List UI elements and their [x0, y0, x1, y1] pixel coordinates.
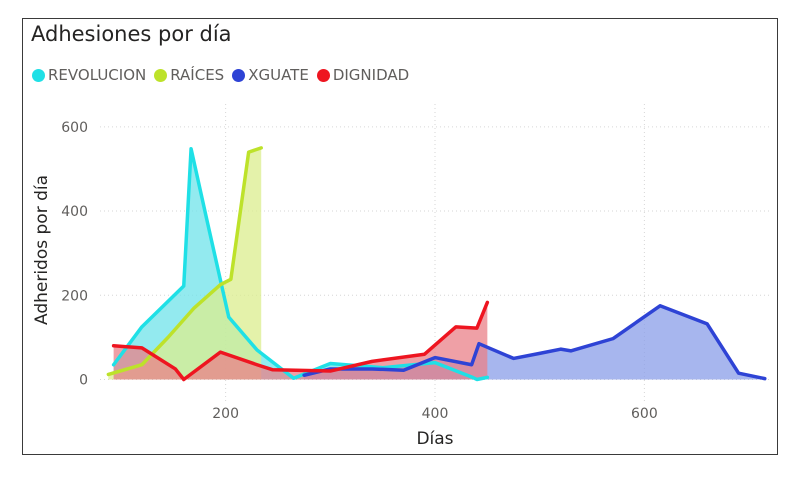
x-tick-label: 400 [422, 406, 449, 422]
legend-item-raíces[interactable]: RAÍCES [154, 66, 224, 84]
line-xguate [302, 304, 767, 381]
y-axis-title: Adheridos por día [32, 175, 52, 325]
legend-marker [232, 68, 246, 82]
legend-marker [154, 68, 168, 82]
chart-legend: REVOLUCION RAÍCES XGUATE DIGNIDAD [32, 66, 417, 84]
legend-label: RAÍCES [170, 66, 225, 84]
legend-item-xguate[interactable]: XGUATE [232, 66, 309, 84]
y-tick-label: 0 [79, 372, 88, 388]
legend-marker [316, 68, 330, 82]
area-dignidad [113, 302, 488, 380]
legend-marker [32, 68, 45, 82]
y-tick-label: 200 [61, 288, 88, 304]
legend-label: DIGNIDAD [332, 66, 410, 84]
line-dignidad [111, 300, 490, 382]
area-xguate [304, 305, 765, 380]
x-axis-title: Días [416, 429, 453, 449]
chart-title: Adhesiones por día [31, 22, 232, 46]
series-areas [108, 147, 765, 380]
x-tick-label: 600 [631, 406, 658, 422]
line-raíces [106, 146, 263, 377]
y-tick-label: 400 [61, 204, 88, 220]
series-lines [106, 146, 767, 382]
y-tick-label: 600 [61, 120, 88, 136]
x-tick-labels: 200 400 600 [212, 406, 657, 422]
legend-item-revolucion[interactable]: REVOLUCION [32, 66, 146, 84]
legend-label: XGUATE [248, 66, 309, 84]
area-raíces [108, 147, 262, 380]
legend-item-dignidad[interactable]: DIGNIDAD [316, 66, 410, 84]
x-tick-label: 200 [212, 406, 239, 422]
legend-label: REVOLUCION [48, 66, 147, 84]
chart-frame [22, 18, 778, 455]
y-tick-labels: 0 200 400 600 [61, 120, 88, 389]
